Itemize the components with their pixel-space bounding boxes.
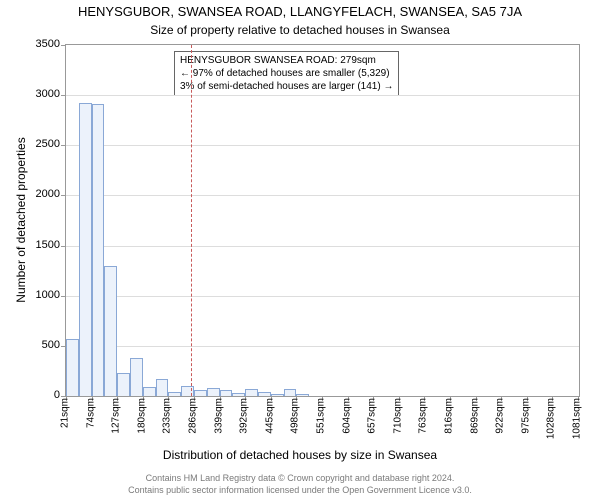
x-tick-label: 498sqm	[290, 398, 301, 434]
annotation-line: ← 97% of detached houses are smaller (5,…	[180, 67, 393, 80]
x-tick-label: 1081sqm	[572, 398, 583, 439]
x-tick-label: 74sqm	[85, 398, 96, 428]
histogram-bar	[168, 392, 181, 396]
x-tick-label: 763sqm	[418, 398, 429, 434]
x-tick-label: 233sqm	[162, 398, 173, 434]
histogram-bar	[232, 393, 245, 396]
y-tick-mark	[61, 95, 66, 96]
plot-area: HENYSGUBOR SWANSEA ROAD: 279sqm← 97% of …	[65, 44, 580, 397]
x-tick-label: 551sqm	[316, 398, 327, 434]
gridline	[66, 246, 579, 247]
histogram-bar	[143, 387, 156, 396]
gridline	[66, 195, 579, 196]
histogram-bar	[104, 266, 117, 396]
x-tick-label: 922sqm	[495, 398, 506, 434]
histogram-bar	[207, 388, 220, 396]
y-tick-mark	[61, 195, 66, 196]
histogram-bar	[194, 390, 207, 396]
reference-line	[191, 45, 192, 396]
gridline	[66, 346, 579, 347]
histogram-bar	[92, 104, 105, 396]
chart-container: HENYSGUBOR, SWANSEA ROAD, LLANGYFELACH, …	[0, 0, 600, 500]
annotation-line: 3% of semi-detached houses are larger (1…	[180, 80, 393, 93]
y-tick-mark	[61, 246, 66, 247]
histogram-bar	[181, 386, 194, 396]
x-tick-label: 180sqm	[136, 398, 147, 434]
annotation-box: HENYSGUBOR SWANSEA ROAD: 279sqm← 97% of …	[174, 51, 399, 96]
x-tick-label: 869sqm	[469, 398, 480, 434]
histogram-bar	[220, 390, 233, 396]
histogram-bar	[156, 379, 169, 396]
footer-line-1: Contains HM Land Registry data © Crown c…	[0, 472, 600, 484]
x-tick-label: 21sqm	[60, 398, 71, 428]
y-tick-mark	[61, 296, 66, 297]
y-tick-label: 3500	[20, 38, 60, 50]
histogram-bar	[66, 339, 79, 396]
x-tick-label: 445sqm	[264, 398, 275, 434]
histogram-bar	[271, 394, 284, 396]
y-tick-label: 2000	[20, 188, 60, 200]
x-tick-label: 604sqm	[341, 398, 352, 434]
x-tick-label: 710sqm	[392, 398, 403, 434]
histogram-bar	[79, 103, 92, 396]
annotation-line: HENYSGUBOR SWANSEA ROAD: 279sqm	[180, 54, 393, 67]
x-tick-label: 127sqm	[111, 398, 122, 434]
gridline	[66, 296, 579, 297]
histogram-bar	[284, 389, 297, 396]
x-tick-label: 1028sqm	[546, 398, 557, 439]
histogram-bar	[258, 392, 271, 396]
histogram-bar	[296, 394, 309, 397]
x-axis-title: Distribution of detached houses by size …	[0, 448, 600, 462]
histogram-bar	[130, 358, 143, 396]
gridline	[66, 145, 579, 146]
chart-title-sub: Size of property relative to detached ho…	[0, 23, 600, 37]
y-tick-label: 500	[20, 339, 60, 351]
histogram-bar	[117, 373, 130, 396]
y-tick-label: 0	[20, 389, 60, 401]
chart-title-main: HENYSGUBOR, SWANSEA ROAD, LLANGYFELACH, …	[0, 4, 600, 19]
x-tick-label: 657sqm	[367, 398, 378, 434]
x-tick-label: 975sqm	[520, 398, 531, 434]
y-tick-mark	[61, 145, 66, 146]
footer-attribution: Contains HM Land Registry data © Crown c…	[0, 472, 600, 496]
y-tick-label: 1000	[20, 289, 60, 301]
gridline	[66, 95, 579, 96]
footer-line-2: Contains public sector information licen…	[0, 484, 600, 496]
x-tick-label: 816sqm	[444, 398, 455, 434]
y-tick-label: 3000	[20, 88, 60, 100]
y-tick-label: 2500	[20, 138, 60, 150]
x-tick-label: 392sqm	[239, 398, 250, 434]
x-tick-label: 339sqm	[213, 398, 224, 434]
histogram-bar	[245, 389, 258, 396]
x-tick-label: 286sqm	[188, 398, 199, 434]
y-tick-mark	[61, 45, 66, 46]
y-tick-label: 1500	[20, 239, 60, 251]
